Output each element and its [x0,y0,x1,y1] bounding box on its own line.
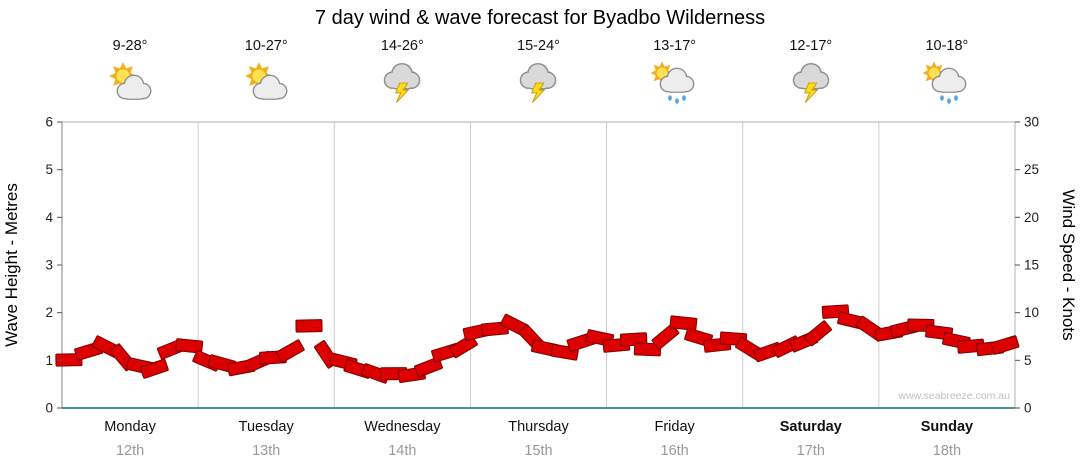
wind-segment [633,342,662,357]
cloud-glyph [116,74,152,100]
date-label-14th: 14th [388,443,416,459]
temperature-range: 15-24° [517,38,560,54]
left-tick-label: 1 [45,353,53,368]
day-label-thursday: Thursday [508,419,569,435]
date-label-18th: 18th [933,443,961,459]
wind-segment [175,338,204,354]
right-tick-label: 20 [1024,210,1039,225]
day-forecast-thursday: 15-24° [470,36,606,108]
temperature-range: 14-26° [380,38,424,54]
lightning-glyph [395,82,410,103]
x-axis-labels: Monday 12th Tuesday 13th Wednesday 14th Thursd… [104,419,973,459]
cloud-glyph [384,62,421,90]
wind-segment [295,319,323,333]
right-tick-label: 5 [1024,353,1032,368]
thunderstorm-icon [374,60,430,108]
left-tick-label: 2 [45,305,53,320]
right-axis: 0 5 10 15 20 25 30 [1015,115,1039,416]
forecast-days-header: 9-28° 10-27° 14-26° 15-24° 13-17° 12-17°… [62,36,1015,108]
day-forecast-monday: 9-28° [62,36,198,108]
right-tick-label: 25 [1024,162,1039,177]
sun-showers-icon [919,60,975,108]
date-label-16th: 16th [661,443,689,459]
left-tick-label: 5 [45,162,53,177]
day-forecast-friday: 13-17° [607,36,743,108]
raindrops-glyph [940,95,958,104]
thunderstorm-icon [510,60,566,108]
date-label-17th: 17th [797,443,825,459]
cloud-glyph [792,62,830,90]
left-axis-title: Wave Height - Metres [2,183,21,347]
cloud-glyph [252,74,288,100]
left-tick-label: 4 [45,210,53,225]
temperature-range: 9-28° [112,38,148,54]
day-forecast-wednesday: 14-26° [334,36,470,108]
temperature-range: 13-17° [653,38,697,54]
temperature-range: 10-18° [925,38,969,54]
thunderstorm-icon [783,60,839,108]
date-label-13th: 13th [252,443,280,459]
day-forecast-tuesday: 10-27° [198,36,334,108]
day-forecast-sunday: 10-18° [879,36,1015,108]
lightning-glyph [803,82,819,103]
temperature-range: 10-27° [244,38,288,54]
left-tick-label: 0 [45,401,53,416]
day-label-wednesday: Wednesday [364,419,441,435]
day-label-friday: Friday [654,419,695,435]
wind-segment [669,315,698,331]
day-forecast-saturday: 12-17° [743,36,879,108]
wind-segment [990,335,1020,355]
partly-cloudy-icon [102,60,158,108]
chart-title: 7 day wind & wave forecast for Byadbo Wi… [314,7,766,29]
date-label-12th: 12th [116,443,144,459]
right-axis-title: Wind Speed - Knots [1059,189,1078,340]
partly-cloudy-icon [238,60,294,108]
right-tick-label: 10 [1024,305,1039,320]
right-tick-label: 30 [1024,115,1039,130]
right-tick-label: 0 [1024,401,1032,416]
lightning-glyph [531,82,546,103]
left-axis: 0 1 2 3 4 5 6 [45,115,62,416]
wind-band [55,304,1020,384]
day-label-sunday: Sunday [921,419,973,435]
day-gridlines [197,122,880,408]
cloud-glyph [659,67,695,93]
day-label-saturday: Saturday [780,419,842,435]
raindrops-glyph [667,95,686,104]
wind-segment [804,320,832,347]
date-label-15th: 15th [524,443,552,459]
right-tick-label: 15 [1024,258,1039,273]
sun-showers-icon [647,60,703,108]
wind-segment [275,339,305,363]
cloud-glyph [931,67,967,93]
day-label-monday: Monday [104,419,156,435]
left-tick-label: 3 [45,258,53,273]
watermark-text: www.seabreeze.com.au [898,390,1010,402]
day-label-tuesday: Tuesday [239,419,295,435]
temperature-range: 12-17° [789,38,833,54]
wind-segment [139,358,169,379]
left-tick-label: 6 [45,115,53,130]
wind-segment [449,334,478,359]
